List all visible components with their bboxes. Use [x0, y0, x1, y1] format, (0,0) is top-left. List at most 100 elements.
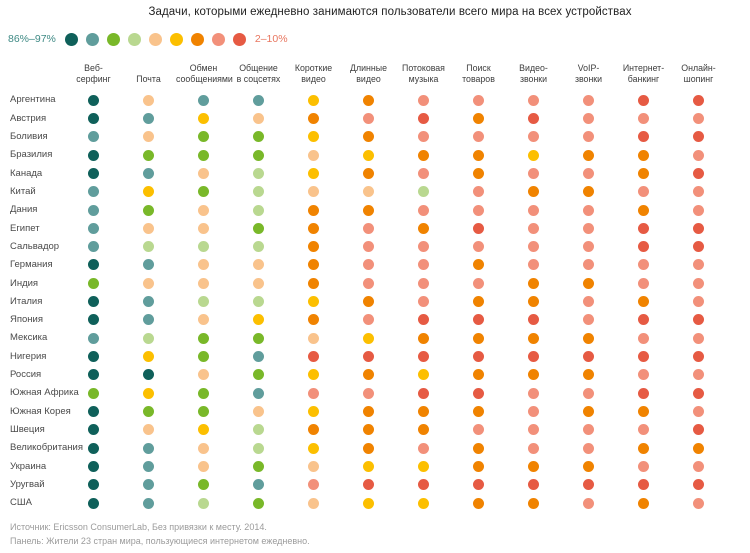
dot-cell	[121, 241, 176, 253]
dot-cell	[341, 314, 396, 326]
usage-dot	[363, 167, 374, 179]
usage-dot	[253, 277, 264, 289]
column-header: Поиск товаров	[462, 63, 495, 84]
usage-dot	[253, 442, 264, 454]
panel-line: Панель: Жители 23 стран мира, пользующие…	[10, 536, 310, 547]
usage-dot	[638, 149, 649, 161]
dot-cell	[561, 405, 616, 417]
legend-dot	[64, 32, 78, 46]
usage-dot	[418, 94, 429, 106]
column-header: Короткие видео	[294, 63, 333, 84]
dot-cell	[561, 222, 616, 234]
usage-dot	[143, 259, 154, 271]
usage-dot	[143, 167, 154, 179]
dot-cell	[286, 314, 341, 326]
dot-cell	[671, 167, 726, 179]
usage-dot	[418, 222, 429, 234]
dot-cell	[616, 167, 671, 179]
usage-dot	[583, 460, 594, 472]
legend-low-label: 2–10%	[254, 33, 288, 45]
dot-cell	[341, 167, 396, 179]
dot-cell	[66, 112, 121, 124]
usage-dot	[473, 222, 484, 234]
dot-cell	[396, 186, 451, 198]
usage-dot	[308, 442, 319, 454]
usage-dot	[473, 369, 484, 381]
dot-cell	[176, 277, 231, 289]
dot-cell	[341, 442, 396, 454]
usage-dot	[198, 149, 209, 161]
dot-cell	[396, 460, 451, 472]
usage-dot	[693, 94, 704, 106]
usage-dot	[418, 296, 429, 308]
dot-cell	[671, 479, 726, 491]
dot-cell	[231, 241, 286, 253]
usage-dot	[418, 204, 429, 216]
usage-dot	[638, 460, 649, 472]
usage-dot	[473, 167, 484, 179]
usage-dot	[418, 387, 429, 399]
column-header: Обмен сообщениями	[176, 63, 233, 84]
usage-dot	[418, 405, 429, 417]
usage-dot	[143, 405, 154, 417]
usage-dot	[363, 94, 374, 106]
dot-cell	[506, 332, 561, 344]
dot-cell	[231, 351, 286, 363]
dot-cell	[561, 186, 616, 198]
table-row: Италия	[10, 292, 750, 310]
dot-cell	[506, 186, 561, 198]
dot-cell	[396, 332, 451, 344]
dot-cell	[121, 442, 176, 454]
dot-cell	[341, 259, 396, 271]
usage-dot	[418, 442, 429, 454]
usage-dot	[528, 149, 539, 161]
dot-cell	[451, 296, 506, 308]
usage-dot	[198, 405, 209, 417]
dot-cell	[616, 241, 671, 253]
usage-dot	[143, 314, 154, 326]
dot-cell	[396, 222, 451, 234]
country-label: Канада	[10, 167, 43, 179]
country-label: Уругвай	[10, 478, 45, 490]
dot-cell	[341, 460, 396, 472]
dot-cell	[616, 479, 671, 491]
usage-dot	[638, 424, 649, 436]
usage-dot	[638, 332, 649, 344]
dot-cell	[671, 351, 726, 363]
dot-cell	[286, 241, 341, 253]
usage-dot	[418, 131, 429, 143]
dot-cell	[66, 94, 121, 106]
dot-cell	[231, 167, 286, 179]
usage-dot	[693, 442, 704, 454]
dot-cell	[176, 497, 231, 509]
country-label: Германия	[10, 259, 53, 271]
dot-cell	[286, 351, 341, 363]
usage-dot	[418, 332, 429, 344]
dot-cell	[286, 332, 341, 344]
dot-cell	[671, 497, 726, 509]
usage-dot	[693, 222, 704, 234]
usage-dot	[143, 460, 154, 472]
dot-cell	[66, 186, 121, 198]
dot-cell	[451, 222, 506, 234]
dot-cell	[451, 369, 506, 381]
table-row: США	[10, 494, 750, 512]
dot-cell	[286, 369, 341, 381]
dot-cell	[396, 94, 451, 106]
dot-cell	[451, 241, 506, 253]
column-header: Потоковая музыка	[402, 63, 445, 84]
dot-cell	[396, 296, 451, 308]
dot-cell	[396, 314, 451, 326]
usage-dot	[253, 204, 264, 216]
dot-cell	[671, 222, 726, 234]
dot-cell	[671, 131, 726, 143]
dot-cell	[561, 442, 616, 454]
usage-dot	[363, 131, 374, 143]
usage-dot	[638, 369, 649, 381]
dot-cell	[451, 131, 506, 143]
dot-cell	[176, 442, 231, 454]
dot-cell	[341, 497, 396, 509]
usage-dot	[583, 405, 594, 417]
dot-cell	[396, 277, 451, 289]
dot-cell	[396, 369, 451, 381]
